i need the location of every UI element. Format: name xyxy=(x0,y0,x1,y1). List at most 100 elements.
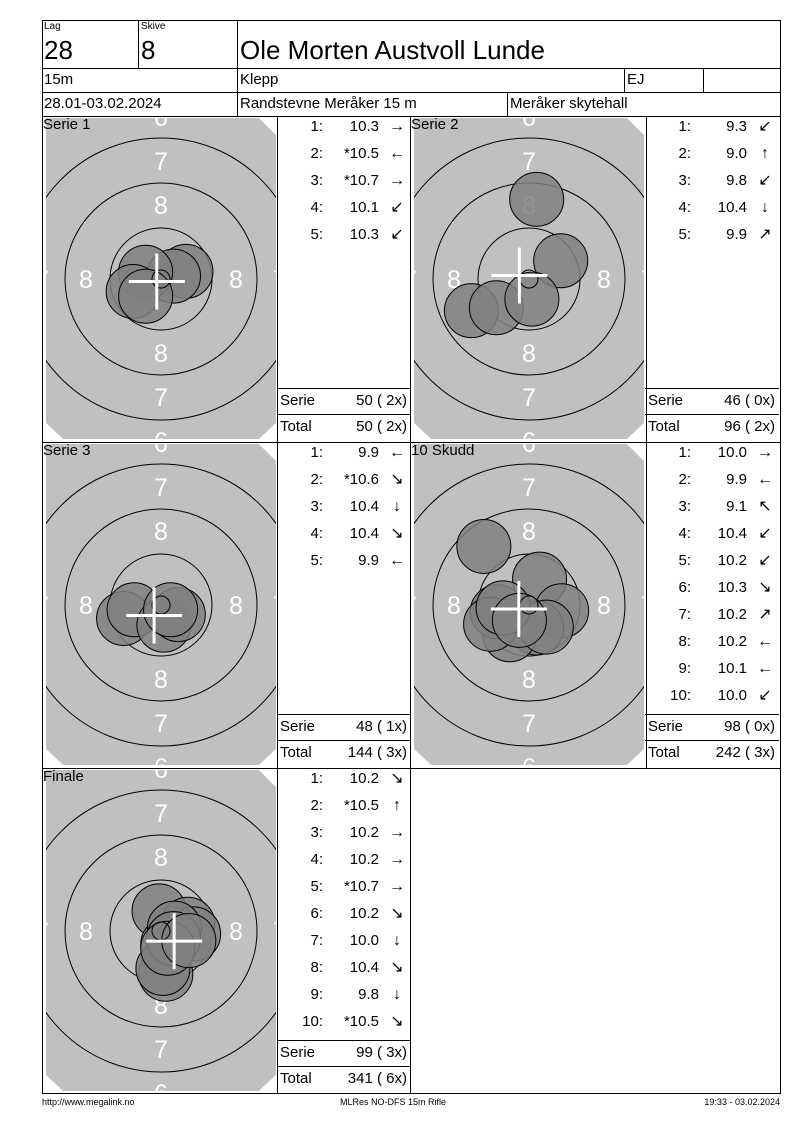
shot-number: 4: xyxy=(678,525,691,542)
shot-number: 5: xyxy=(678,552,691,569)
divider xyxy=(780,20,781,1094)
distance: 15m xyxy=(44,71,74,88)
divider xyxy=(277,388,411,389)
ring-label: 7 xyxy=(411,266,417,294)
footer-timestamp: 19:33 - 03.02.2024 xyxy=(704,1097,780,1107)
shot-number: 9: xyxy=(678,660,691,677)
divider xyxy=(277,1040,411,1041)
serie-value: 48 ( 1x) xyxy=(356,718,407,735)
target-5: 8888777766 xyxy=(46,769,278,1091)
shot-score: 10.2 xyxy=(349,824,379,841)
shot-score: 10.4 xyxy=(349,498,379,515)
total-label: Total xyxy=(280,1070,312,1087)
panel-title: 10 Skudd xyxy=(411,442,475,459)
shot-number: 5: xyxy=(310,552,323,569)
panel-title: Finale xyxy=(43,768,84,785)
shot-score: 10.2 xyxy=(349,905,379,922)
ring-label: 7 xyxy=(273,918,278,946)
ring-label: 8 xyxy=(522,340,536,368)
divider xyxy=(42,116,781,117)
ring-label: 7 xyxy=(273,266,278,294)
shot-score: 10.2 xyxy=(717,606,747,623)
shot-number: 5: xyxy=(310,878,323,895)
shot-number: 9: xyxy=(310,986,323,1003)
target-1: 8 8 8 8 7 7 7 7 6 6 xyxy=(43,118,278,439)
serie-sum-row: Serie 48 ( 1x) xyxy=(278,717,408,737)
ring xyxy=(414,137,644,421)
arrow-down-left-icon: ↙ xyxy=(758,525,772,542)
shot-score: 10.1 xyxy=(717,660,747,677)
ring xyxy=(46,137,276,421)
shot-number: 2: xyxy=(678,145,691,162)
arrow-up-left-icon: ↖ xyxy=(758,498,772,515)
divider xyxy=(42,20,781,21)
shot-score: 9.8 xyxy=(358,986,379,1003)
shot-number: 3: xyxy=(310,824,323,841)
arrow-down-left-icon: ↙ xyxy=(390,226,404,243)
ring-label: 8 xyxy=(447,592,461,620)
shot-score: 9.9 xyxy=(726,471,747,488)
shot-score: 9.9 xyxy=(726,226,747,243)
total-value: 144 ( 3x) xyxy=(347,744,407,761)
shot-score: 10.2 xyxy=(717,552,747,569)
total-label: Total xyxy=(648,744,680,761)
arrow-down-left-icon: ↙ xyxy=(758,118,772,135)
arrow-down-right-icon: ↘ xyxy=(390,1013,404,1030)
ring-label: 7 xyxy=(522,474,536,502)
shot-number: 2: xyxy=(678,471,691,488)
arrow-left-icon: ← xyxy=(389,552,405,569)
arrow-up-icon: ↑ xyxy=(393,797,401,814)
club: Klepp xyxy=(240,71,279,88)
ring xyxy=(414,463,644,747)
footer-software: MLRes NO-DFS 15m Rifle xyxy=(340,1097,447,1107)
shot-number: 10: xyxy=(670,687,691,704)
shot-score: *10.5 xyxy=(343,1013,379,1030)
total-label: Total xyxy=(280,744,312,761)
ring-label: 8 xyxy=(154,666,168,694)
arrow-right-icon: → xyxy=(389,851,405,868)
ring-label: 7 xyxy=(641,592,646,620)
shot-score: 9.3 xyxy=(726,118,747,135)
arrow-down-left-icon: ↙ xyxy=(758,172,772,189)
shot-hole xyxy=(143,582,199,638)
date: 28.01-03.02.2024 xyxy=(44,95,162,112)
shot-score: 9.1 xyxy=(726,498,747,515)
ring-label: 8 xyxy=(597,266,611,294)
shot-score: 10.2 xyxy=(349,851,379,868)
ring-label: 7 xyxy=(43,592,49,620)
shot-number: 4: xyxy=(310,199,323,216)
arrow-up-icon: ↑ xyxy=(761,145,769,162)
total-value: 242 ( 3x) xyxy=(715,744,775,761)
shot-number: 1: xyxy=(310,118,323,135)
ring-label: 6 xyxy=(154,443,168,458)
serie-label: Serie xyxy=(648,392,684,409)
ring xyxy=(46,463,276,747)
ring-label: 8 xyxy=(229,266,243,294)
shot-number: 1: xyxy=(310,444,323,461)
ring-label: 7 xyxy=(273,592,278,620)
serie-value: 46 ( 0x) xyxy=(724,392,775,409)
shot-score: 9.8 xyxy=(726,172,747,189)
ring-label: 7 xyxy=(43,266,49,294)
ring-label: 6 xyxy=(154,769,168,784)
skive-value: 8 xyxy=(141,35,156,65)
arrow-left-icon: ← xyxy=(757,471,773,488)
shot-number: 6: xyxy=(678,579,691,596)
panel-title: Serie 1 xyxy=(43,116,91,133)
venue: Meråker skytehall xyxy=(510,95,628,112)
group-center-crosshair xyxy=(491,247,548,304)
group-center-crosshair xyxy=(146,913,203,970)
ring-label: 6 xyxy=(522,428,536,443)
ring-label: 8 xyxy=(154,518,168,546)
ring xyxy=(46,789,276,1073)
ring-label: 7 xyxy=(411,592,417,620)
total-label: Total xyxy=(280,418,312,435)
ring-label: 8 xyxy=(79,266,93,294)
footer-link[interactable]: http://www.megalink.no xyxy=(42,1097,135,1107)
ring-label: 6 xyxy=(522,117,536,132)
ring-label: 7 xyxy=(154,148,168,176)
total-sum-row: Total 242 ( 3x) xyxy=(646,743,776,763)
divider xyxy=(138,20,139,69)
arrow-down-icon: ↓ xyxy=(393,986,401,1003)
divider xyxy=(42,1093,781,1094)
